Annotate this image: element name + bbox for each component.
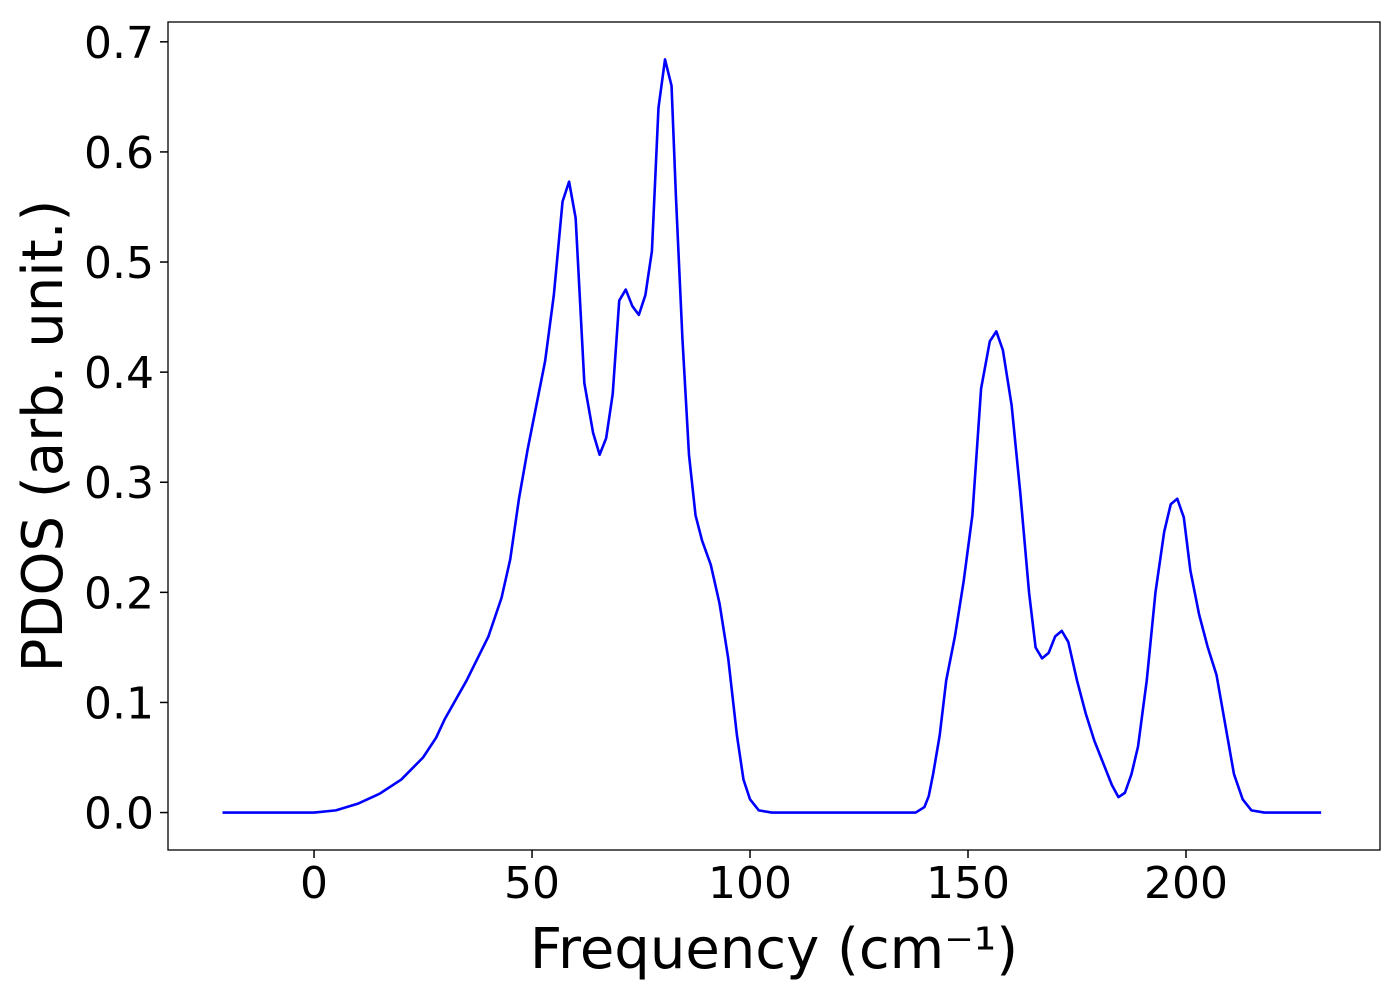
x-tick-label: 200 bbox=[1144, 858, 1228, 909]
y-tick-label: 0.7 bbox=[84, 18, 154, 69]
plot-frame bbox=[167, 21, 1381, 851]
x-tick-label: 100 bbox=[708, 858, 792, 909]
y-tick-label: 0.2 bbox=[84, 568, 154, 619]
y-tick-label: 0.0 bbox=[84, 789, 154, 840]
x-tick-label: 150 bbox=[926, 858, 1010, 909]
data-line bbox=[222, 58, 1322, 814]
x-tick-label: 0 bbox=[300, 858, 328, 909]
y-tick-label: 0.5 bbox=[84, 238, 154, 289]
x-tick-label: 50 bbox=[504, 858, 560, 909]
y-axis-label: PDOS (arb. unit.) bbox=[11, 200, 76, 673]
y-tick-label: 0.1 bbox=[84, 678, 154, 729]
y-tick-label: 0.6 bbox=[84, 128, 154, 179]
y-tick-label: 0.3 bbox=[84, 458, 154, 509]
x-axis-label: Frequency (cm⁻¹) bbox=[530, 917, 1018, 982]
y-tick-label: 0.4 bbox=[84, 348, 154, 399]
